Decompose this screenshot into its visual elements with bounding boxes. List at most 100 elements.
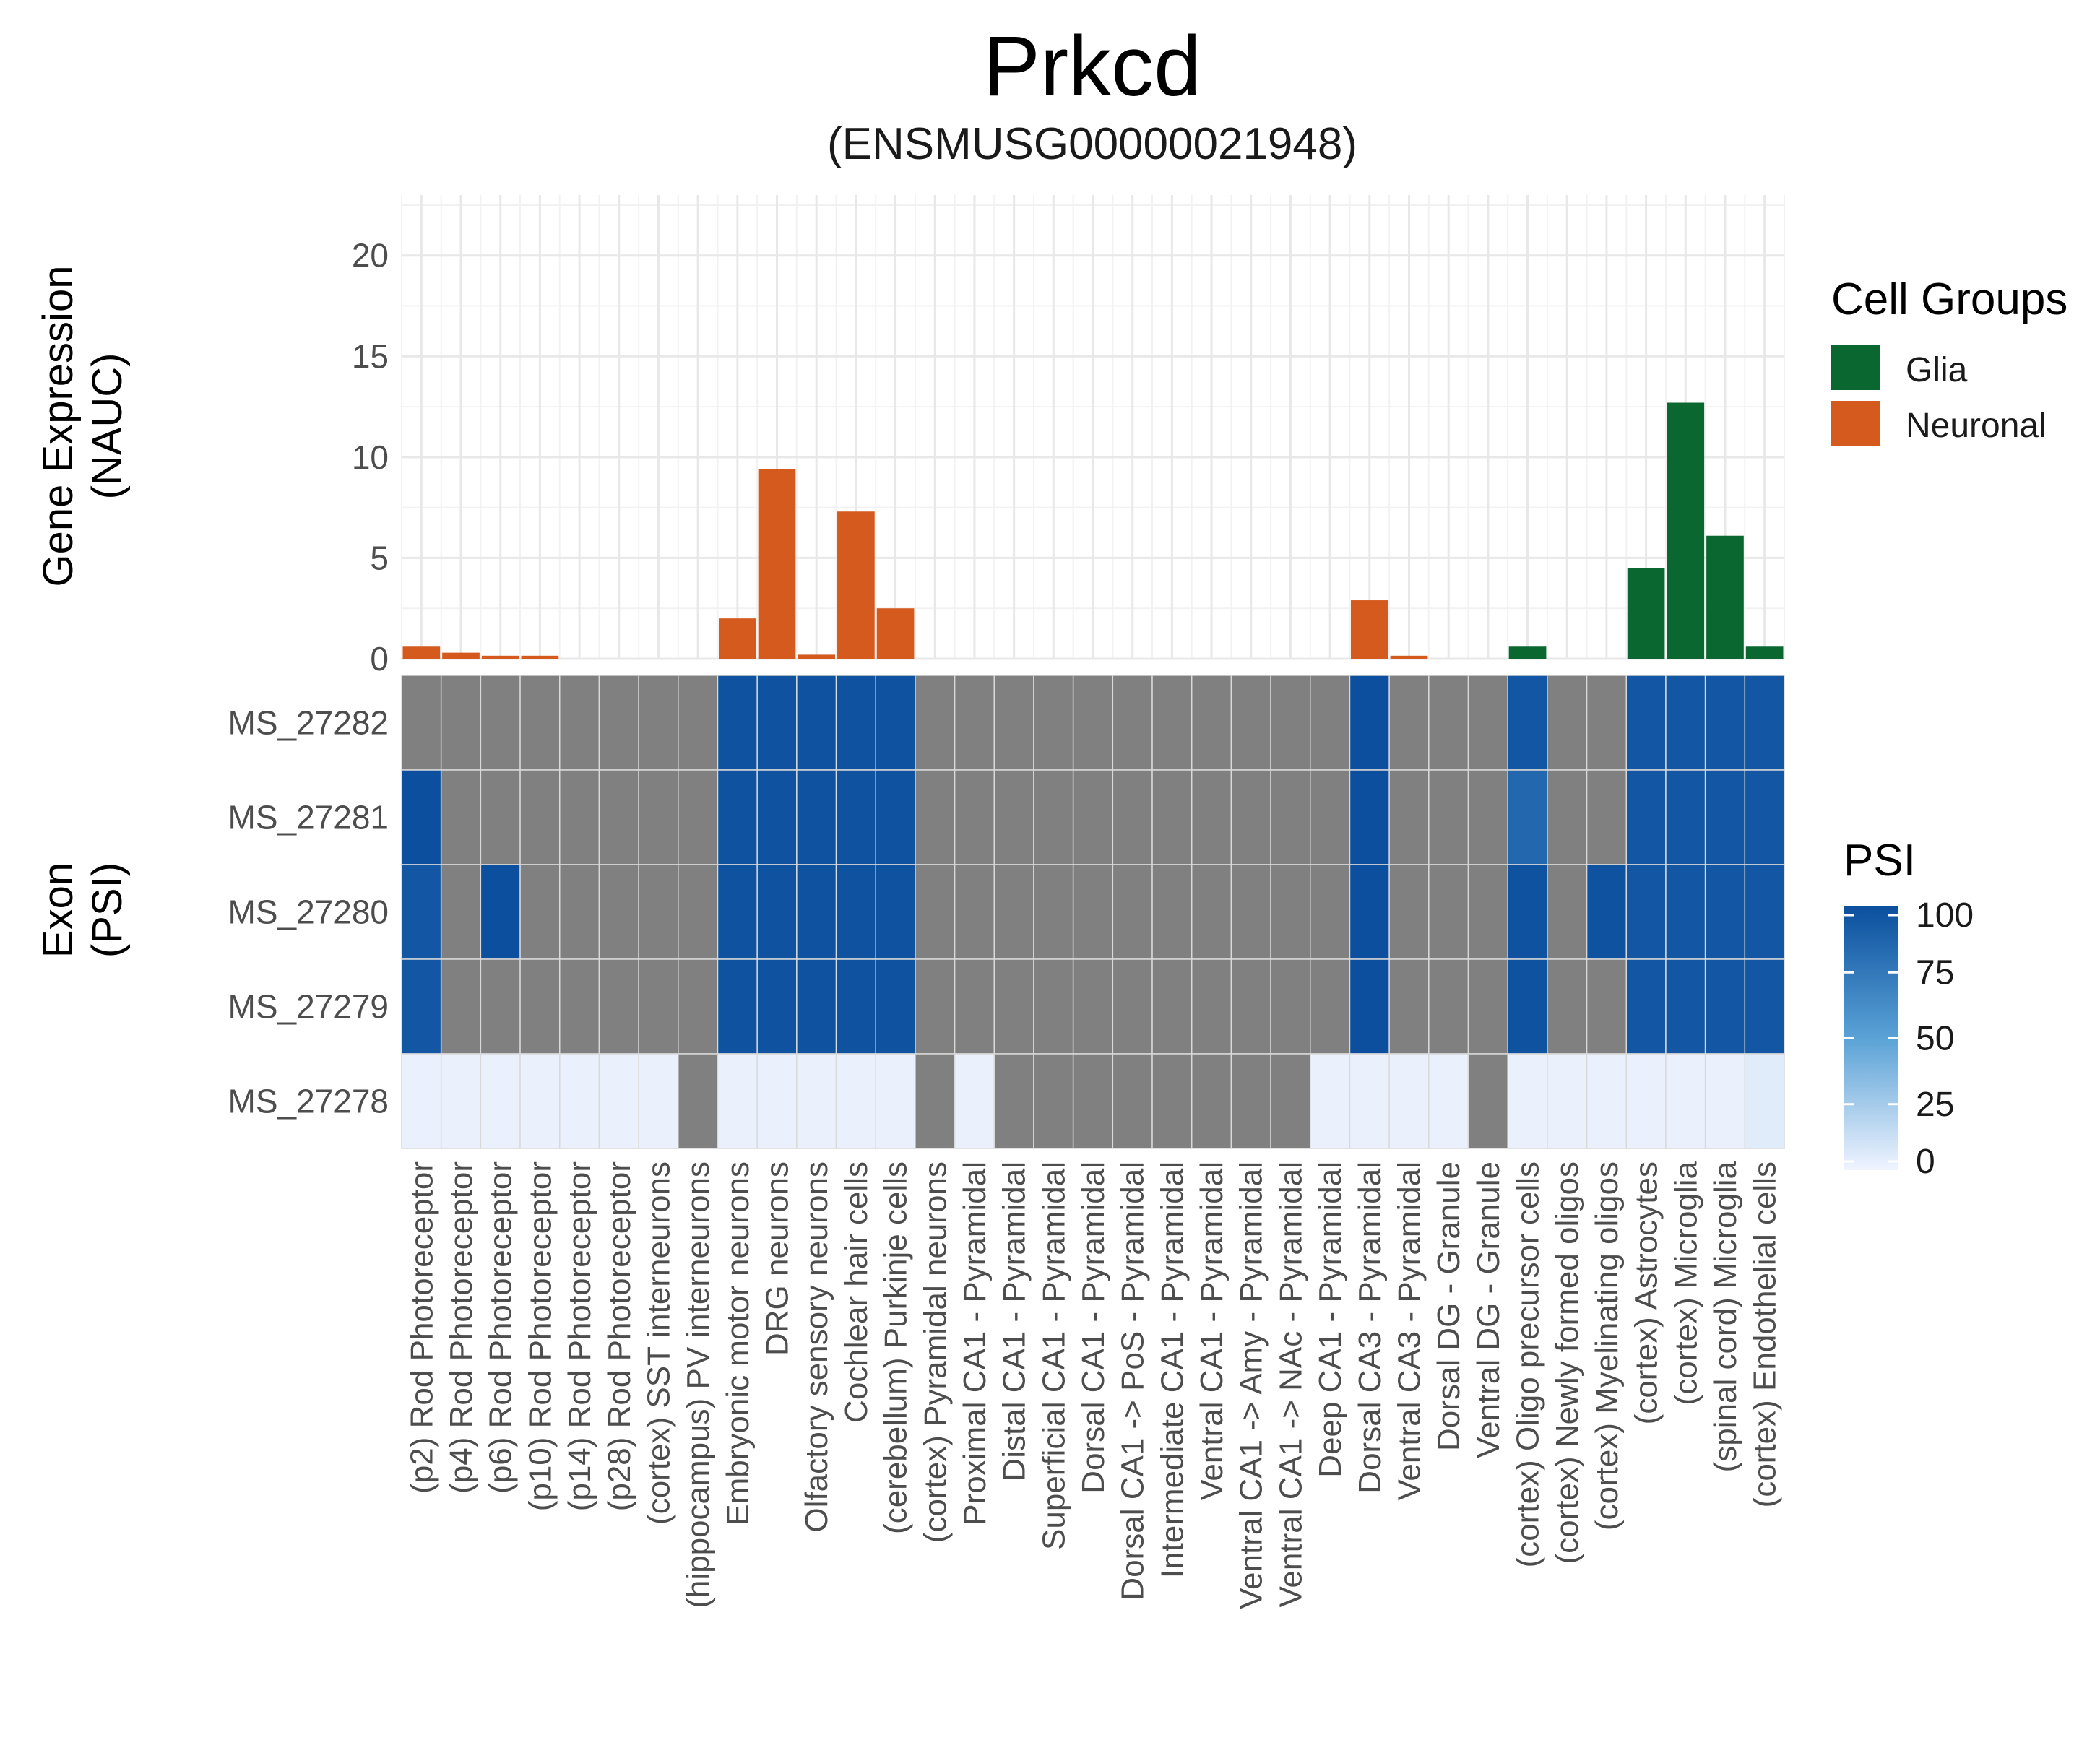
chart-subtitle: (ENSMUSG00000021948) <box>827 119 1357 169</box>
x-tick-label: Embryonic motor neurons <box>720 1161 756 1525</box>
heat-cell <box>558 864 600 960</box>
bar <box>718 618 756 659</box>
heat-cell <box>1704 1053 1746 1149</box>
heat-cell <box>954 675 995 771</box>
heat-cell <box>1625 675 1667 771</box>
heat-cell <box>1744 864 1785 960</box>
bar-ylabel-line2: (NAUC) <box>84 353 131 500</box>
heat-cell <box>1388 675 1430 771</box>
heat-cell <box>1112 958 1153 1055</box>
x-tick-label: Dorsal CA1 - Pyramidal <box>1076 1161 1111 1494</box>
x-tick-label: (cortex) Endothelial cells <box>1747 1161 1783 1507</box>
x-tick-label: DRG neurons <box>760 1161 795 1356</box>
x-tick-label: (cortex) Astrocytes <box>1629 1161 1664 1424</box>
heat-cell <box>1230 864 1271 960</box>
heat-cell <box>835 1053 876 1149</box>
heat-cell <box>796 675 837 771</box>
bar <box>876 608 915 659</box>
psi-tick-label: 0 <box>1916 1143 1935 1181</box>
bar <box>1508 646 1547 659</box>
heat-cell <box>1151 958 1193 1055</box>
chart-title: Prkcd <box>983 19 1201 114</box>
heat-cell <box>1467 864 1508 960</box>
psi-tick-label: 25 <box>1916 1086 1954 1124</box>
heat-cell <box>1428 864 1469 960</box>
heat-cell <box>440 864 482 960</box>
heat-cell <box>796 769 837 865</box>
heat-cell <box>1704 675 1746 771</box>
heat-cell <box>440 769 482 865</box>
heat-cell <box>954 1053 995 1149</box>
heat-cell <box>1507 958 1548 1055</box>
x-tick-label: Ventral CA1 -> Amy - Pyramidal <box>1234 1161 1269 1609</box>
heat-cell <box>598 1053 639 1149</box>
heat-cell <box>1625 958 1667 1055</box>
heat-cell <box>1310 958 1351 1055</box>
psi-colorbar-ticks: 100 75 50 25 0 <box>1844 896 1974 1181</box>
heat-cell <box>1665 675 1706 771</box>
heat-cell <box>1270 864 1311 960</box>
heat-cell <box>440 958 482 1055</box>
exon-label: MS_27280 <box>228 893 389 931</box>
heat-cell <box>638 675 679 771</box>
bar <box>758 469 796 659</box>
legend-swatch-glia <box>1831 345 1880 390</box>
heat-cell <box>915 675 956 771</box>
heat-cell <box>1586 864 1628 960</box>
heat-cell <box>1388 769 1430 865</box>
heat-cell <box>1428 675 1469 771</box>
heat-cell <box>1191 675 1232 771</box>
x-tick-label: (cortex) SST interneurons <box>641 1161 676 1525</box>
heat-cell <box>1072 675 1114 771</box>
heat-cell <box>993 769 1034 865</box>
heat-cell <box>678 864 719 960</box>
bar <box>1706 535 1744 659</box>
heat-cell <box>717 769 758 865</box>
x-tick-label: (hippocampus) PV interneurons <box>680 1161 716 1609</box>
bar-ylabel-line1: Gene Expression <box>35 266 82 587</box>
heat-cell <box>1388 1053 1430 1149</box>
heat-cell <box>1349 958 1390 1055</box>
heat-cell <box>756 675 798 771</box>
heat-cell <box>558 958 600 1055</box>
heat-cell <box>1151 675 1193 771</box>
heat-cell <box>915 864 956 960</box>
heat-cell <box>993 864 1034 960</box>
x-tick-label: Intermediate CA1 - Pyramidal <box>1154 1161 1190 1578</box>
x-tick-label: (p28) Rod Photoreceptor <box>602 1161 637 1511</box>
bar <box>837 511 875 659</box>
heat-cell <box>519 1053 561 1149</box>
heat-cell <box>1151 769 1193 865</box>
heat-cell <box>1230 769 1271 865</box>
heat-cell <box>1507 675 1548 771</box>
x-tick-label: (cortex) Microglia <box>1668 1161 1703 1405</box>
heat-cell <box>1547 769 1588 865</box>
x-tick-label: (p10) Rod Photoreceptor <box>522 1161 558 1511</box>
heat-cell <box>1625 769 1667 865</box>
heat-cell <box>875 769 916 865</box>
heat-cell <box>480 1053 521 1149</box>
x-tick-label: Dorsal CA3 - Pyramidal <box>1352 1161 1388 1494</box>
bar <box>1390 655 1428 659</box>
x-tick-label: Ventral CA1 -> NAc - Pyramidal <box>1273 1161 1308 1607</box>
x-tick-label: (p2) Rod Photoreceptor <box>404 1161 439 1494</box>
heat-cell <box>1112 864 1153 960</box>
heat-cell <box>993 675 1034 771</box>
heatmap-panel: MS_27282 MS_27281 MS_27280 MS_27279 MS_27278 <box>228 675 1785 1149</box>
heat-cell <box>1191 958 1232 1055</box>
heat-cell <box>1704 769 1746 865</box>
legend-cell-groups: Cell Groups Glia Neuronal <box>1831 274 2067 446</box>
heat-cell <box>440 675 482 771</box>
heat-cell <box>1586 958 1628 1055</box>
heat-cell <box>1349 769 1390 865</box>
heat-cell <box>875 1053 916 1149</box>
heat-cell <box>598 864 639 960</box>
heat-cell <box>480 958 521 1055</box>
heat-cell <box>1112 675 1153 771</box>
heat-cell <box>875 958 916 1055</box>
bar <box>798 654 836 659</box>
heat-cell <box>1270 1053 1311 1149</box>
heat-cell <box>1230 1053 1271 1149</box>
x-tick-label: (cortex) Oligo precursor cells <box>1511 1161 1546 1567</box>
heat-cell <box>480 864 521 960</box>
